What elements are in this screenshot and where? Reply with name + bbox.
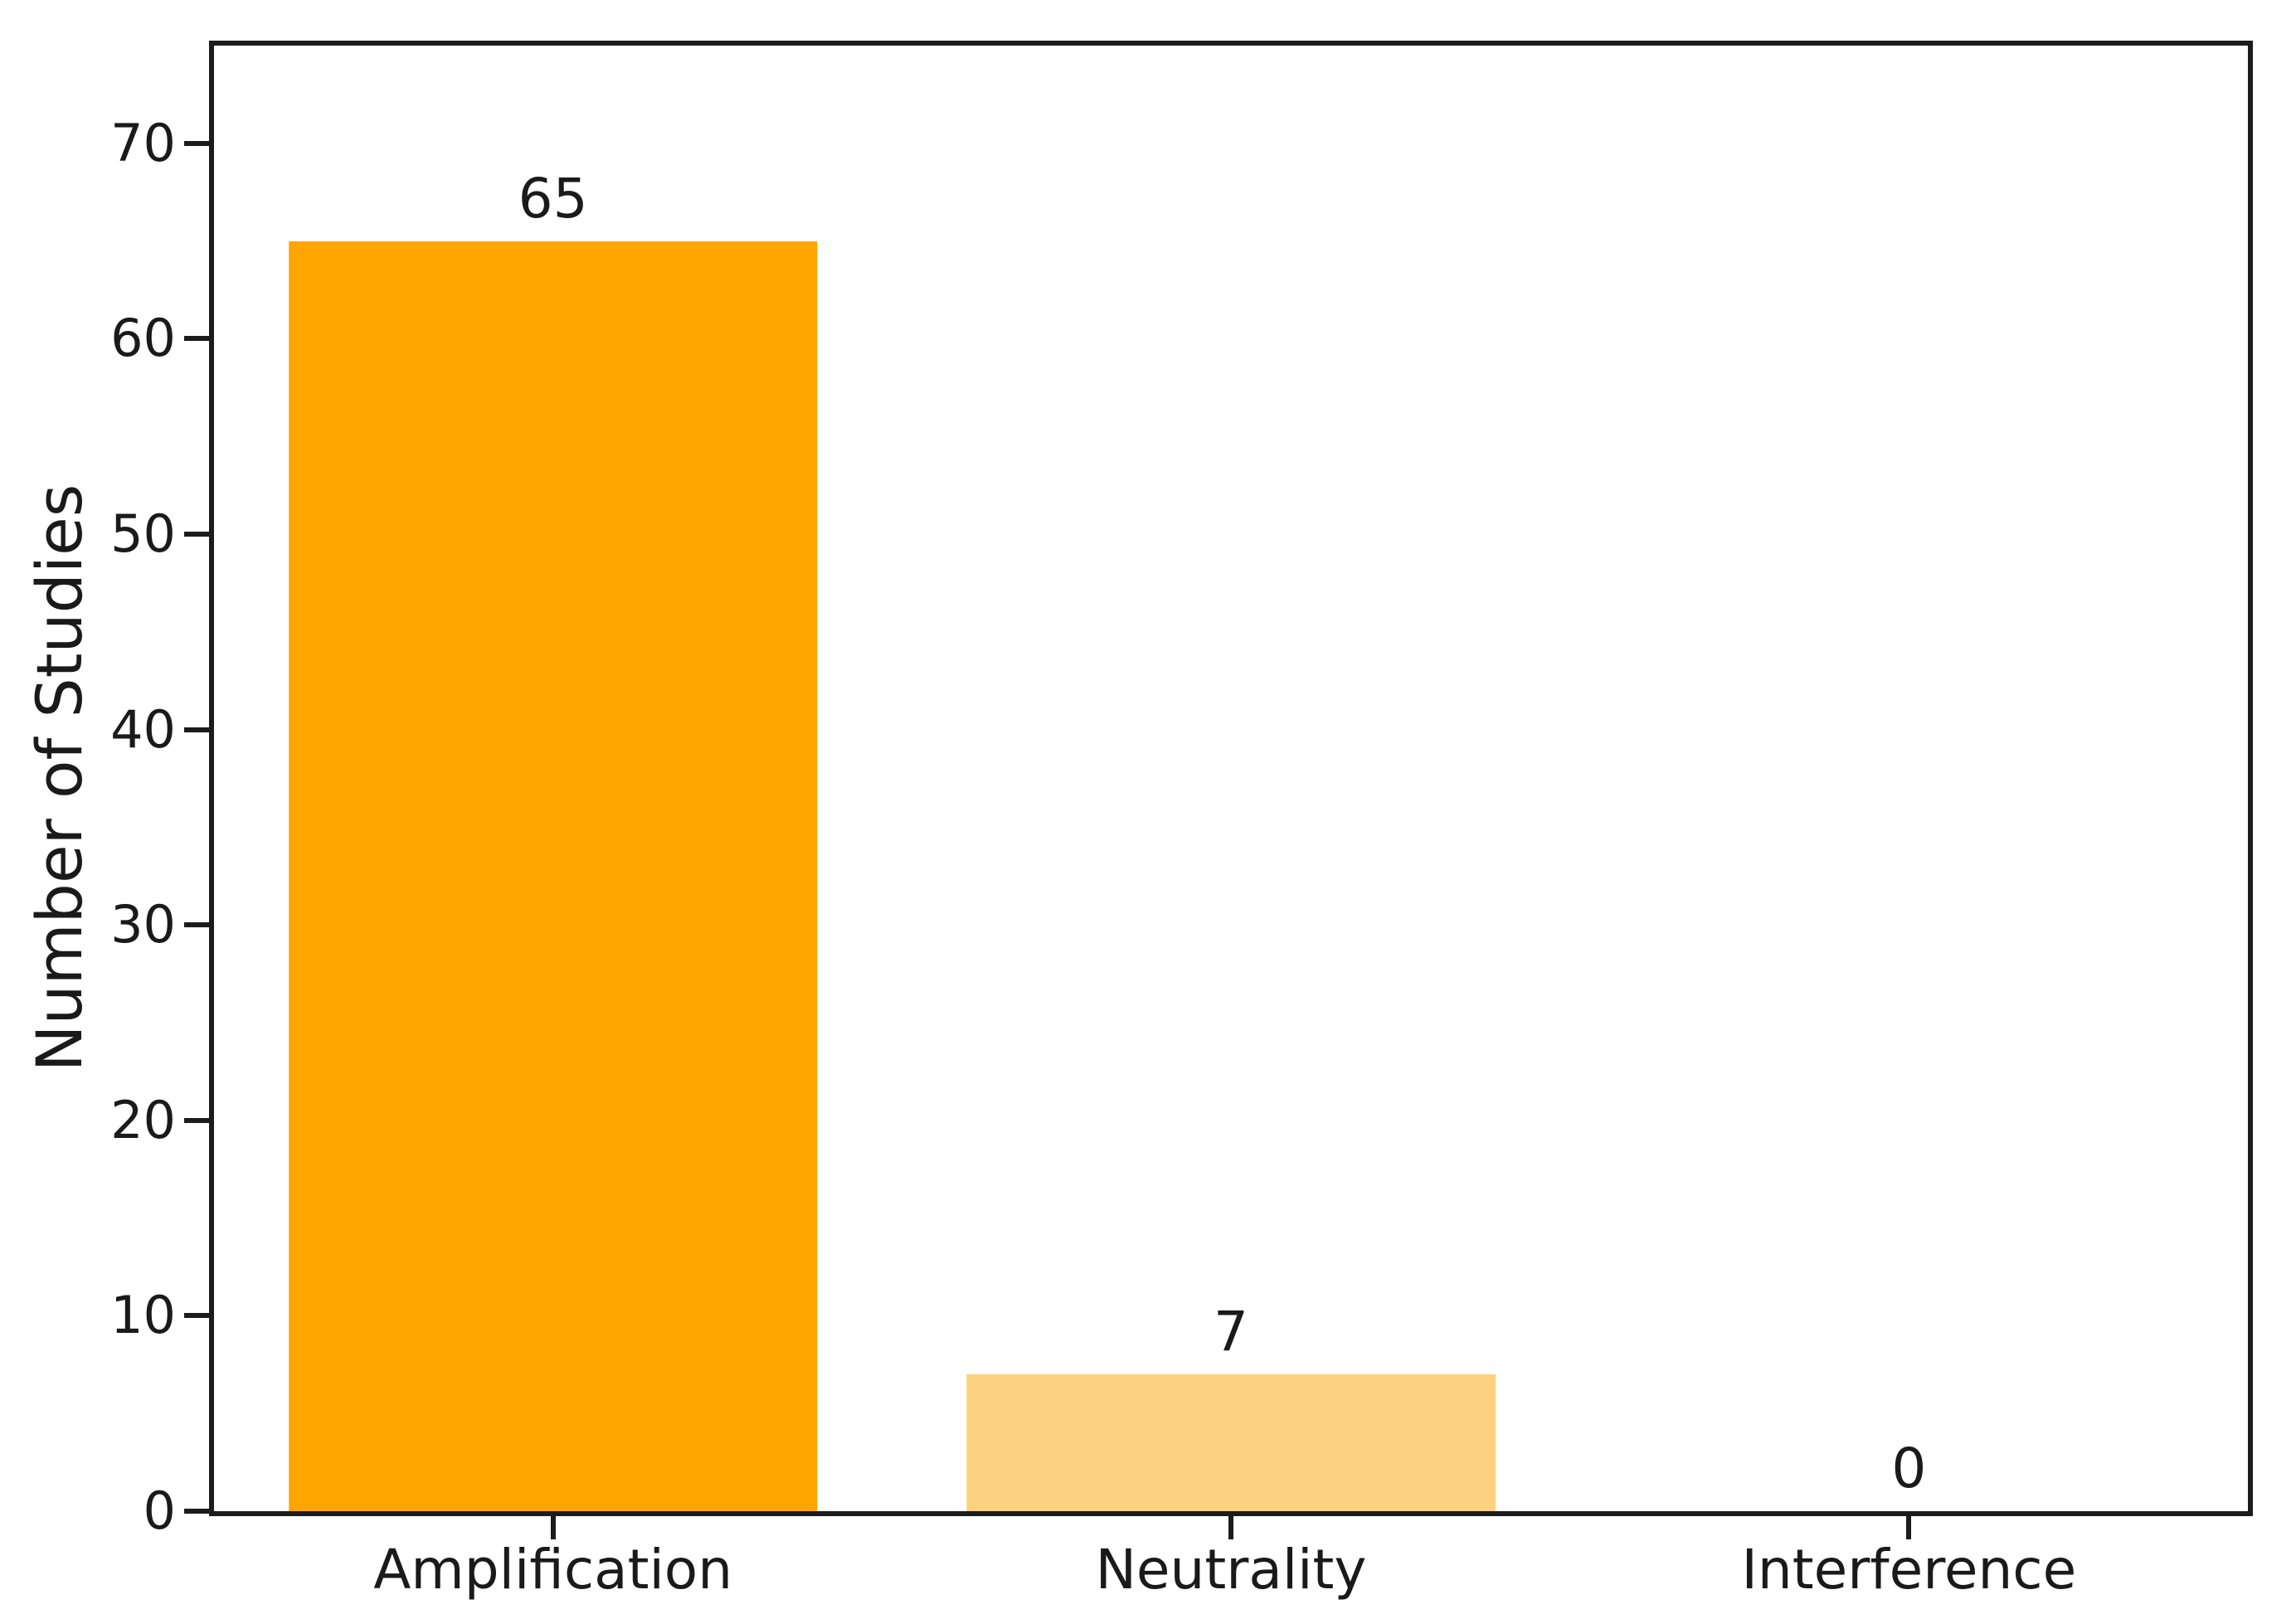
bar-slot: 65 [214, 46, 892, 1511]
y-tick-mark [184, 1313, 209, 1319]
bar [966, 1374, 1496, 1511]
y-tick-mark [184, 336, 209, 342]
y-tick-label: 60 [110, 308, 176, 369]
y-tick-label: 20 [110, 1089, 176, 1150]
y-tick-mark [184, 727, 209, 732]
x-axis-tick-labels: Amplification Neutrality Interference [214, 1543, 2248, 1617]
category-label: Amplification [373, 1538, 733, 1602]
x-tick-mark [1906, 1516, 1912, 1539]
y-tick-label: 0 [143, 1480, 176, 1541]
bar [288, 241, 818, 1511]
y-tick-label: 70 [110, 112, 176, 173]
y-tick-label: 30 [110, 894, 176, 955]
x-axis-tick-marks [214, 1516, 2248, 1539]
y-axis-tick-labels: 0 10 20 30 40 50 60 70 [0, 46, 176, 1536]
y-axis-tick-marks [184, 46, 209, 1514]
y-tick-label: 50 [110, 503, 176, 565]
y-tick-label: 10 [110, 1285, 176, 1346]
x-tick-mark [1228, 1516, 1233, 1539]
y-tick-mark [184, 532, 209, 537]
plot-area: 65 7 0 [209, 41, 2253, 1516]
x-tick-mark [550, 1516, 556, 1539]
y-tick-label: 40 [110, 698, 176, 760]
bar-slot: 7 [892, 46, 1569, 1511]
y-tick-mark [184, 922, 209, 928]
category-label: Interference [1741, 1538, 2077, 1602]
category-label: Neutrality [1095, 1538, 1367, 1602]
y-tick-mark [184, 140, 209, 146]
y-tick-mark [184, 1509, 209, 1514]
bar-value-label: 65 [518, 166, 588, 231]
bar-value-label: 7 [1213, 1300, 1248, 1364]
bar-value-label: 0 [1891, 1437, 1927, 1500]
y-tick-mark [184, 1117, 209, 1123]
bar-slot: 0 [1570, 46, 2248, 1511]
